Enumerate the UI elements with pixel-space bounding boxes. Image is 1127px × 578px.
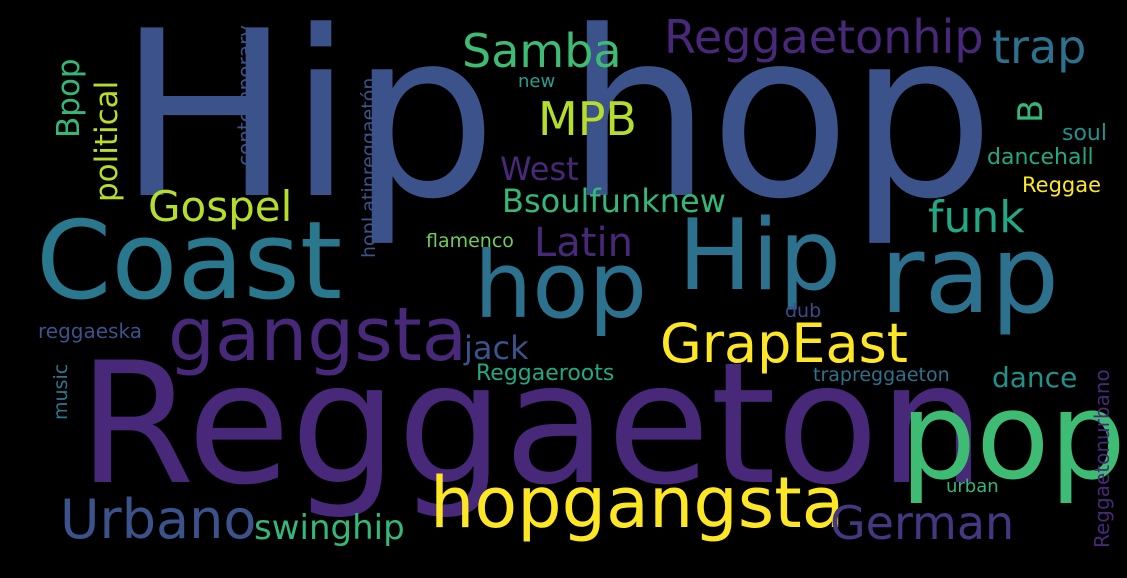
word-contemporary: contemporary — [233, 24, 257, 166]
word-trapreggaeton: trapreggaeton — [813, 364, 950, 386]
word-mpb: MPB — [538, 92, 637, 146]
word-swinghip: swinghip — [254, 508, 405, 548]
word-b-vertical: B — [1011, 99, 1051, 123]
word-reggaeska: reggaeska — [38, 319, 142, 343]
word-hop: hop — [474, 232, 647, 339]
word-reggae: Reggae — [1022, 173, 1102, 197]
word-reggaeton: Reggaeton — [78, 326, 986, 522]
word-funk: funk — [928, 192, 1025, 243]
word-hip: Hip — [678, 199, 842, 313]
word-samba: Samba — [462, 24, 622, 78]
word-jack: jack — [464, 329, 529, 367]
word-pop: pop — [900, 368, 1126, 507]
word-dancehall: dancehall — [987, 145, 1094, 170]
word-dub: dub — [785, 300, 822, 322]
word-flamenco: flamenco — [426, 230, 514, 252]
word-soul: soul — [1062, 121, 1107, 146]
word-urbano: Urbano — [60, 488, 257, 551]
word-bpop: Bpop — [51, 58, 87, 138]
word-west: West — [500, 150, 579, 188]
word-hoplatinreggaeton: hopLatinreggaetón — [358, 77, 380, 258]
word-music: music — [50, 363, 72, 420]
word-gospel: Gospel — [148, 182, 293, 231]
word-hopgangsta: hopgangsta — [430, 462, 845, 544]
word-hip-hop: Hip hop — [118, 0, 994, 250]
word-new: new — [518, 71, 556, 92]
word-reggaetonurbano: Reggaetonurbano — [1090, 369, 1114, 548]
word-bsoulfunknew: Bsoulfunknew — [502, 182, 726, 220]
word-urban: urban — [946, 476, 999, 497]
word-german: German — [830, 496, 1015, 550]
word-dance: dance — [992, 361, 1078, 394]
word-reggaetonhip: Reggaetonhip — [664, 10, 984, 64]
word-trap: trap — [992, 20, 1087, 74]
word-coast: Coast — [36, 199, 343, 324]
word-rap: rap — [880, 213, 1060, 338]
word-reggaeroots: Reggaeroots — [476, 361, 615, 386]
word-political: political — [89, 80, 125, 202]
word-grapeast: GrapEast — [660, 312, 908, 375]
word-gangsta: gangsta — [168, 292, 468, 378]
word-latin: Latin — [534, 220, 633, 266]
